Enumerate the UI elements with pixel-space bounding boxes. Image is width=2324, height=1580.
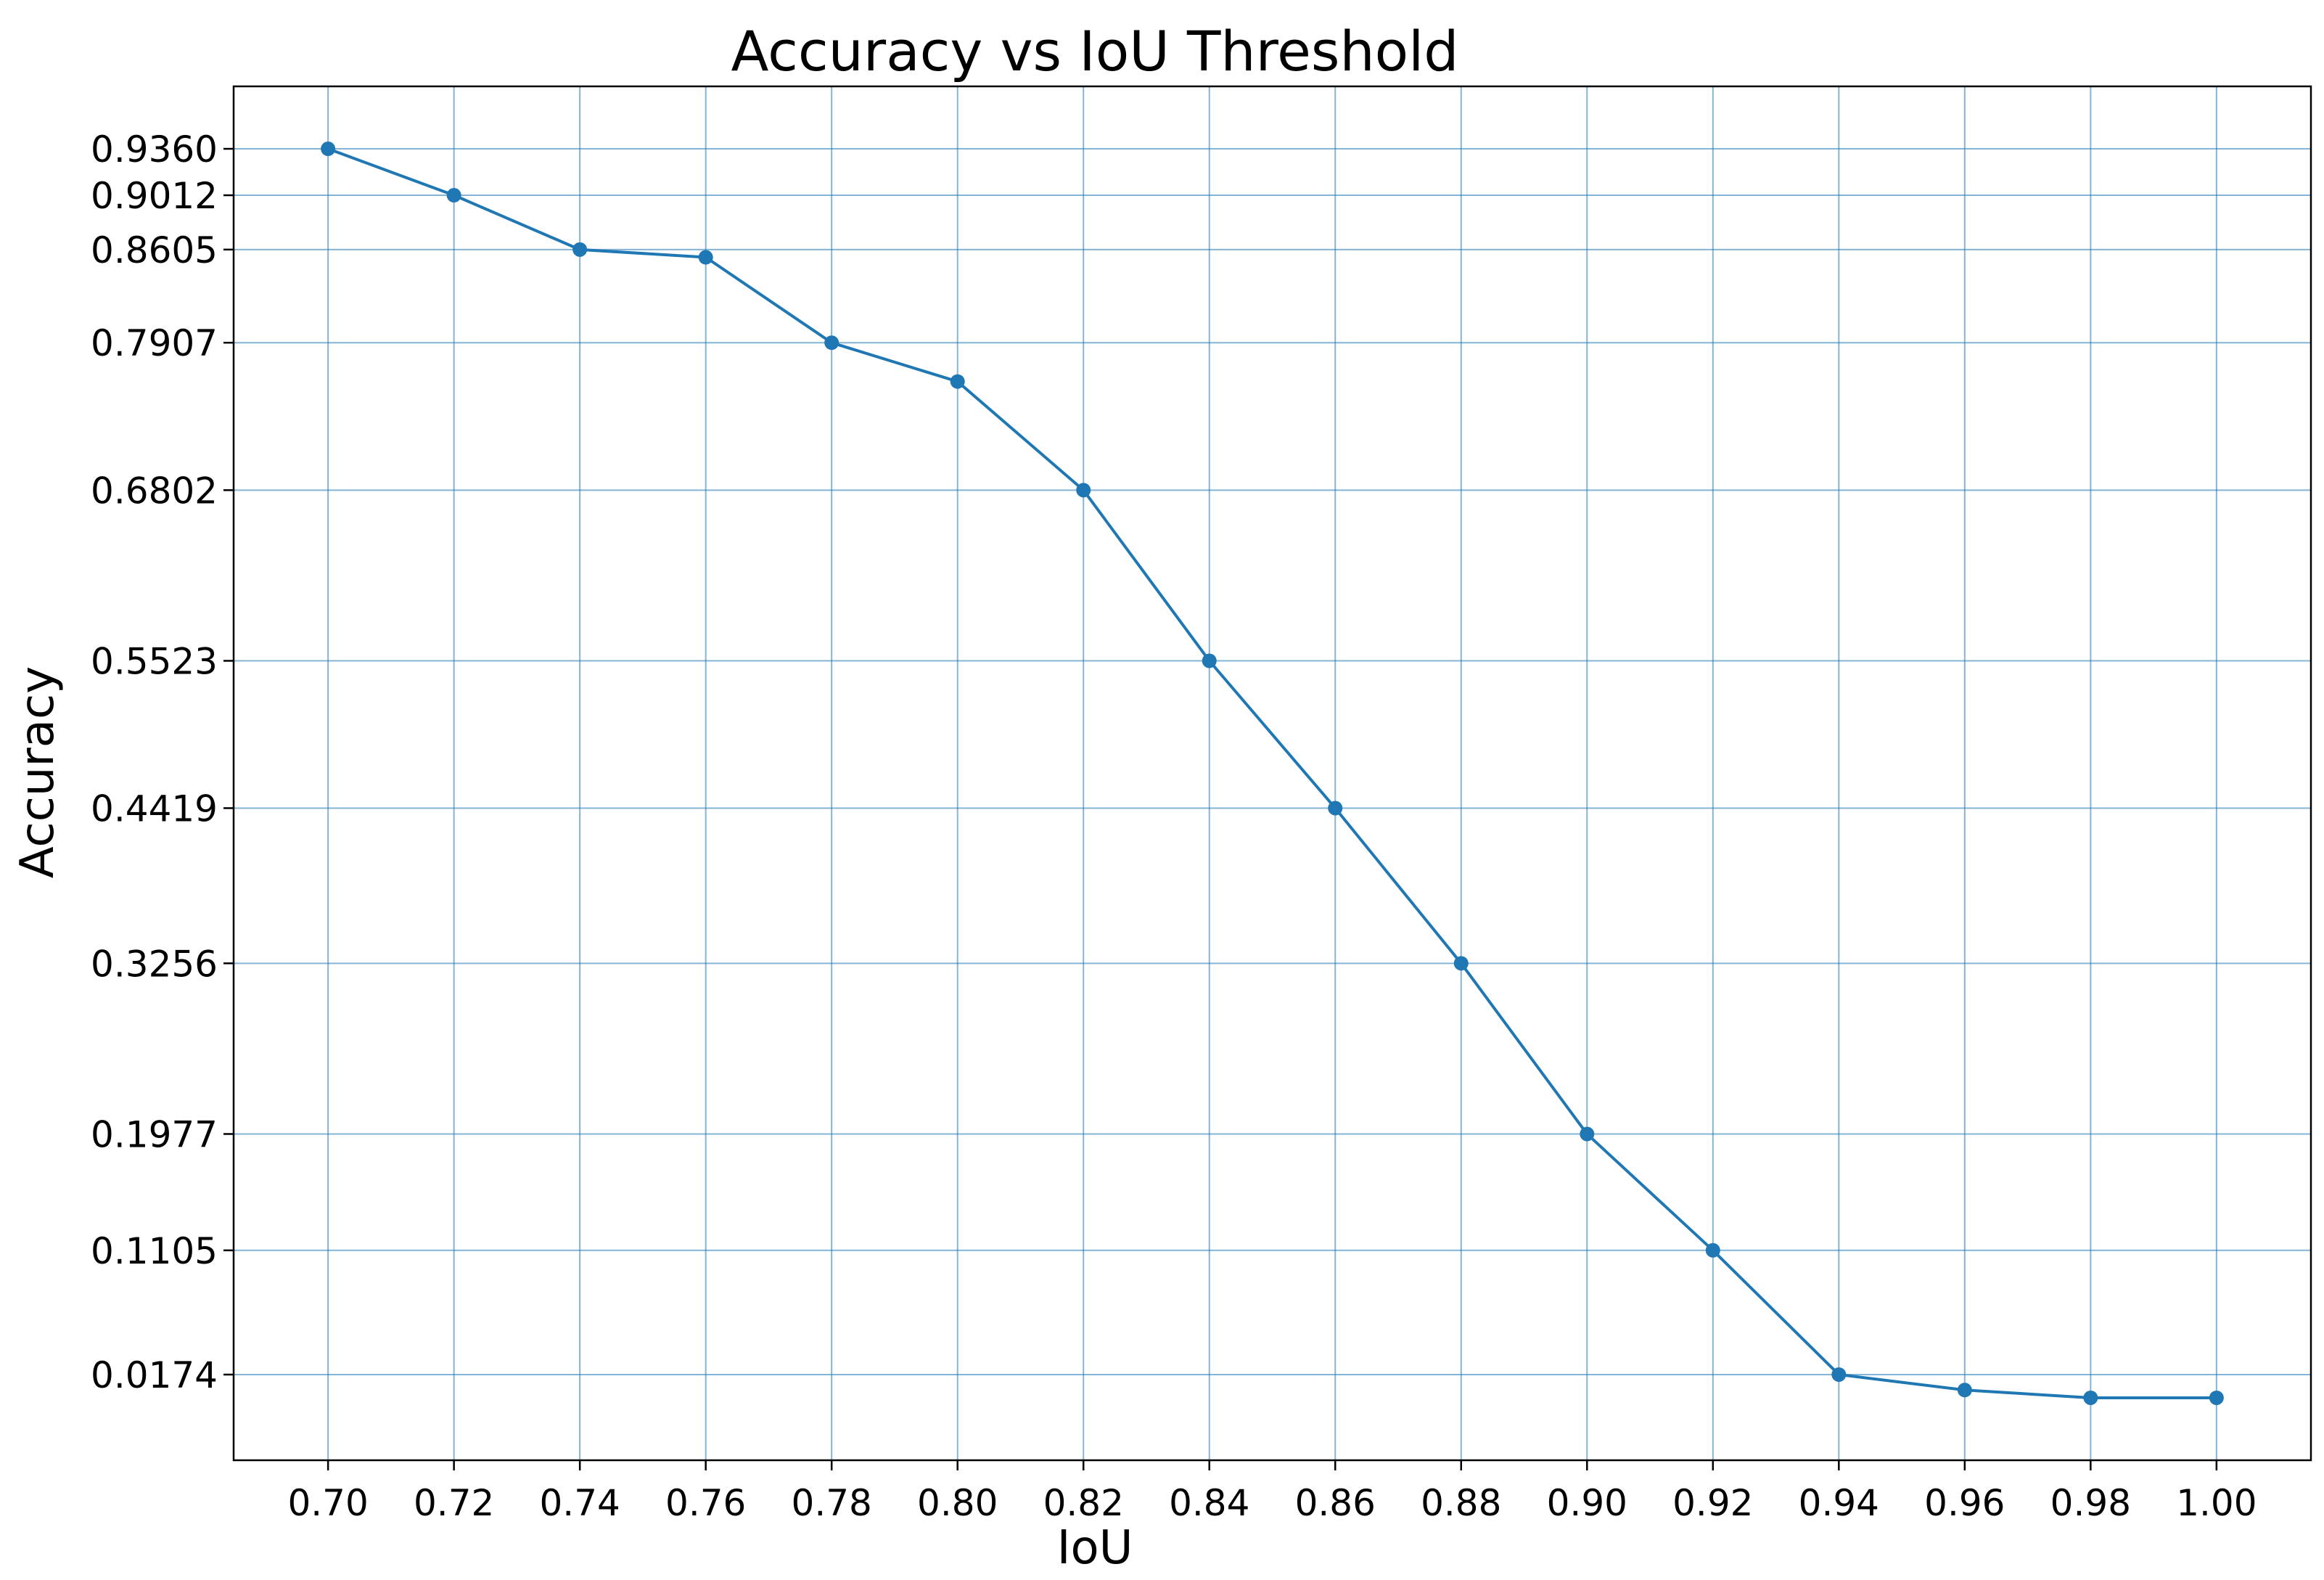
x-tick-label: 0.94	[1799, 1482, 1879, 1524]
data-point	[824, 335, 839, 351]
x-axis-label: IoU	[1057, 1521, 1133, 1575]
data-point	[1202, 653, 1217, 668]
y-tick-label: 0.4419	[91, 787, 218, 830]
x-tick-label: 0.80	[917, 1482, 998, 1524]
grid	[234, 86, 2311, 1460]
x-tick-label: 0.84	[1169, 1482, 1249, 1524]
x-tick-label: 1.00	[2176, 1482, 2257, 1524]
x-tick-label: 0.74	[540, 1482, 620, 1524]
plot-frame	[232, 85, 2312, 1462]
y-tick-label: 0.9360	[91, 128, 218, 171]
y-tick-label: 0.6802	[91, 470, 218, 512]
data-point	[572, 242, 588, 257]
data-point	[1328, 801, 1343, 816]
data-point	[1453, 956, 1469, 971]
y-tick-label: 0.9012	[91, 175, 218, 217]
x-axis-ticks: 0.70 0.72 0.74 0.76 0.78 0.80 0.82 0.84 0.86 0.88…	[287, 1460, 2257, 1524]
data-point	[1705, 1243, 1720, 1258]
data-point	[1831, 1367, 1847, 1382]
data-point	[2083, 1390, 2098, 1405]
y-tick-label: 0.0174	[91, 1354, 218, 1396]
data-point	[446, 188, 461, 203]
y-tick-label: 0.3256	[91, 943, 218, 985]
y-axis-label: Accuracy	[11, 666, 65, 878]
x-tick-label: 0.92	[1672, 1482, 1753, 1524]
chart-title: Accuracy vs IoU Threshold	[731, 19, 1458, 83]
x-tick-label: 0.72	[414, 1482, 494, 1524]
data-point	[698, 250, 713, 265]
data-point	[1957, 1383, 1972, 1398]
data-point	[1580, 1126, 1595, 1142]
y-tick-label: 0.7907	[91, 322, 218, 364]
data-point	[321, 142, 336, 157]
x-tick-label: 0.78	[792, 1482, 872, 1524]
x-tick-label: 0.70	[287, 1482, 368, 1524]
y-tick-label: 0.8605	[91, 229, 218, 271]
data-point	[1076, 483, 1091, 498]
y-tick-label: 0.1105	[91, 1230, 218, 1272]
x-tick-label: 0.76	[665, 1482, 746, 1524]
x-tick-label: 0.96	[1924, 1482, 2005, 1524]
data-point	[2209, 1390, 2224, 1405]
x-tick-label: 0.88	[1421, 1482, 1501, 1524]
data-point	[950, 374, 965, 389]
x-tick-label: 0.90	[1547, 1482, 1627, 1524]
y-tick-label: 0.5523	[91, 641, 218, 683]
x-tick-label: 0.86	[1295, 1482, 1376, 1524]
x-tick-label: 0.82	[1043, 1482, 1124, 1524]
series-line	[327, 147, 2217, 1399]
x-tick-label: 0.98	[2050, 1482, 2131, 1524]
y-tick-label: 0.1977	[91, 1113, 218, 1155]
series-layer	[321, 142, 2224, 1405]
